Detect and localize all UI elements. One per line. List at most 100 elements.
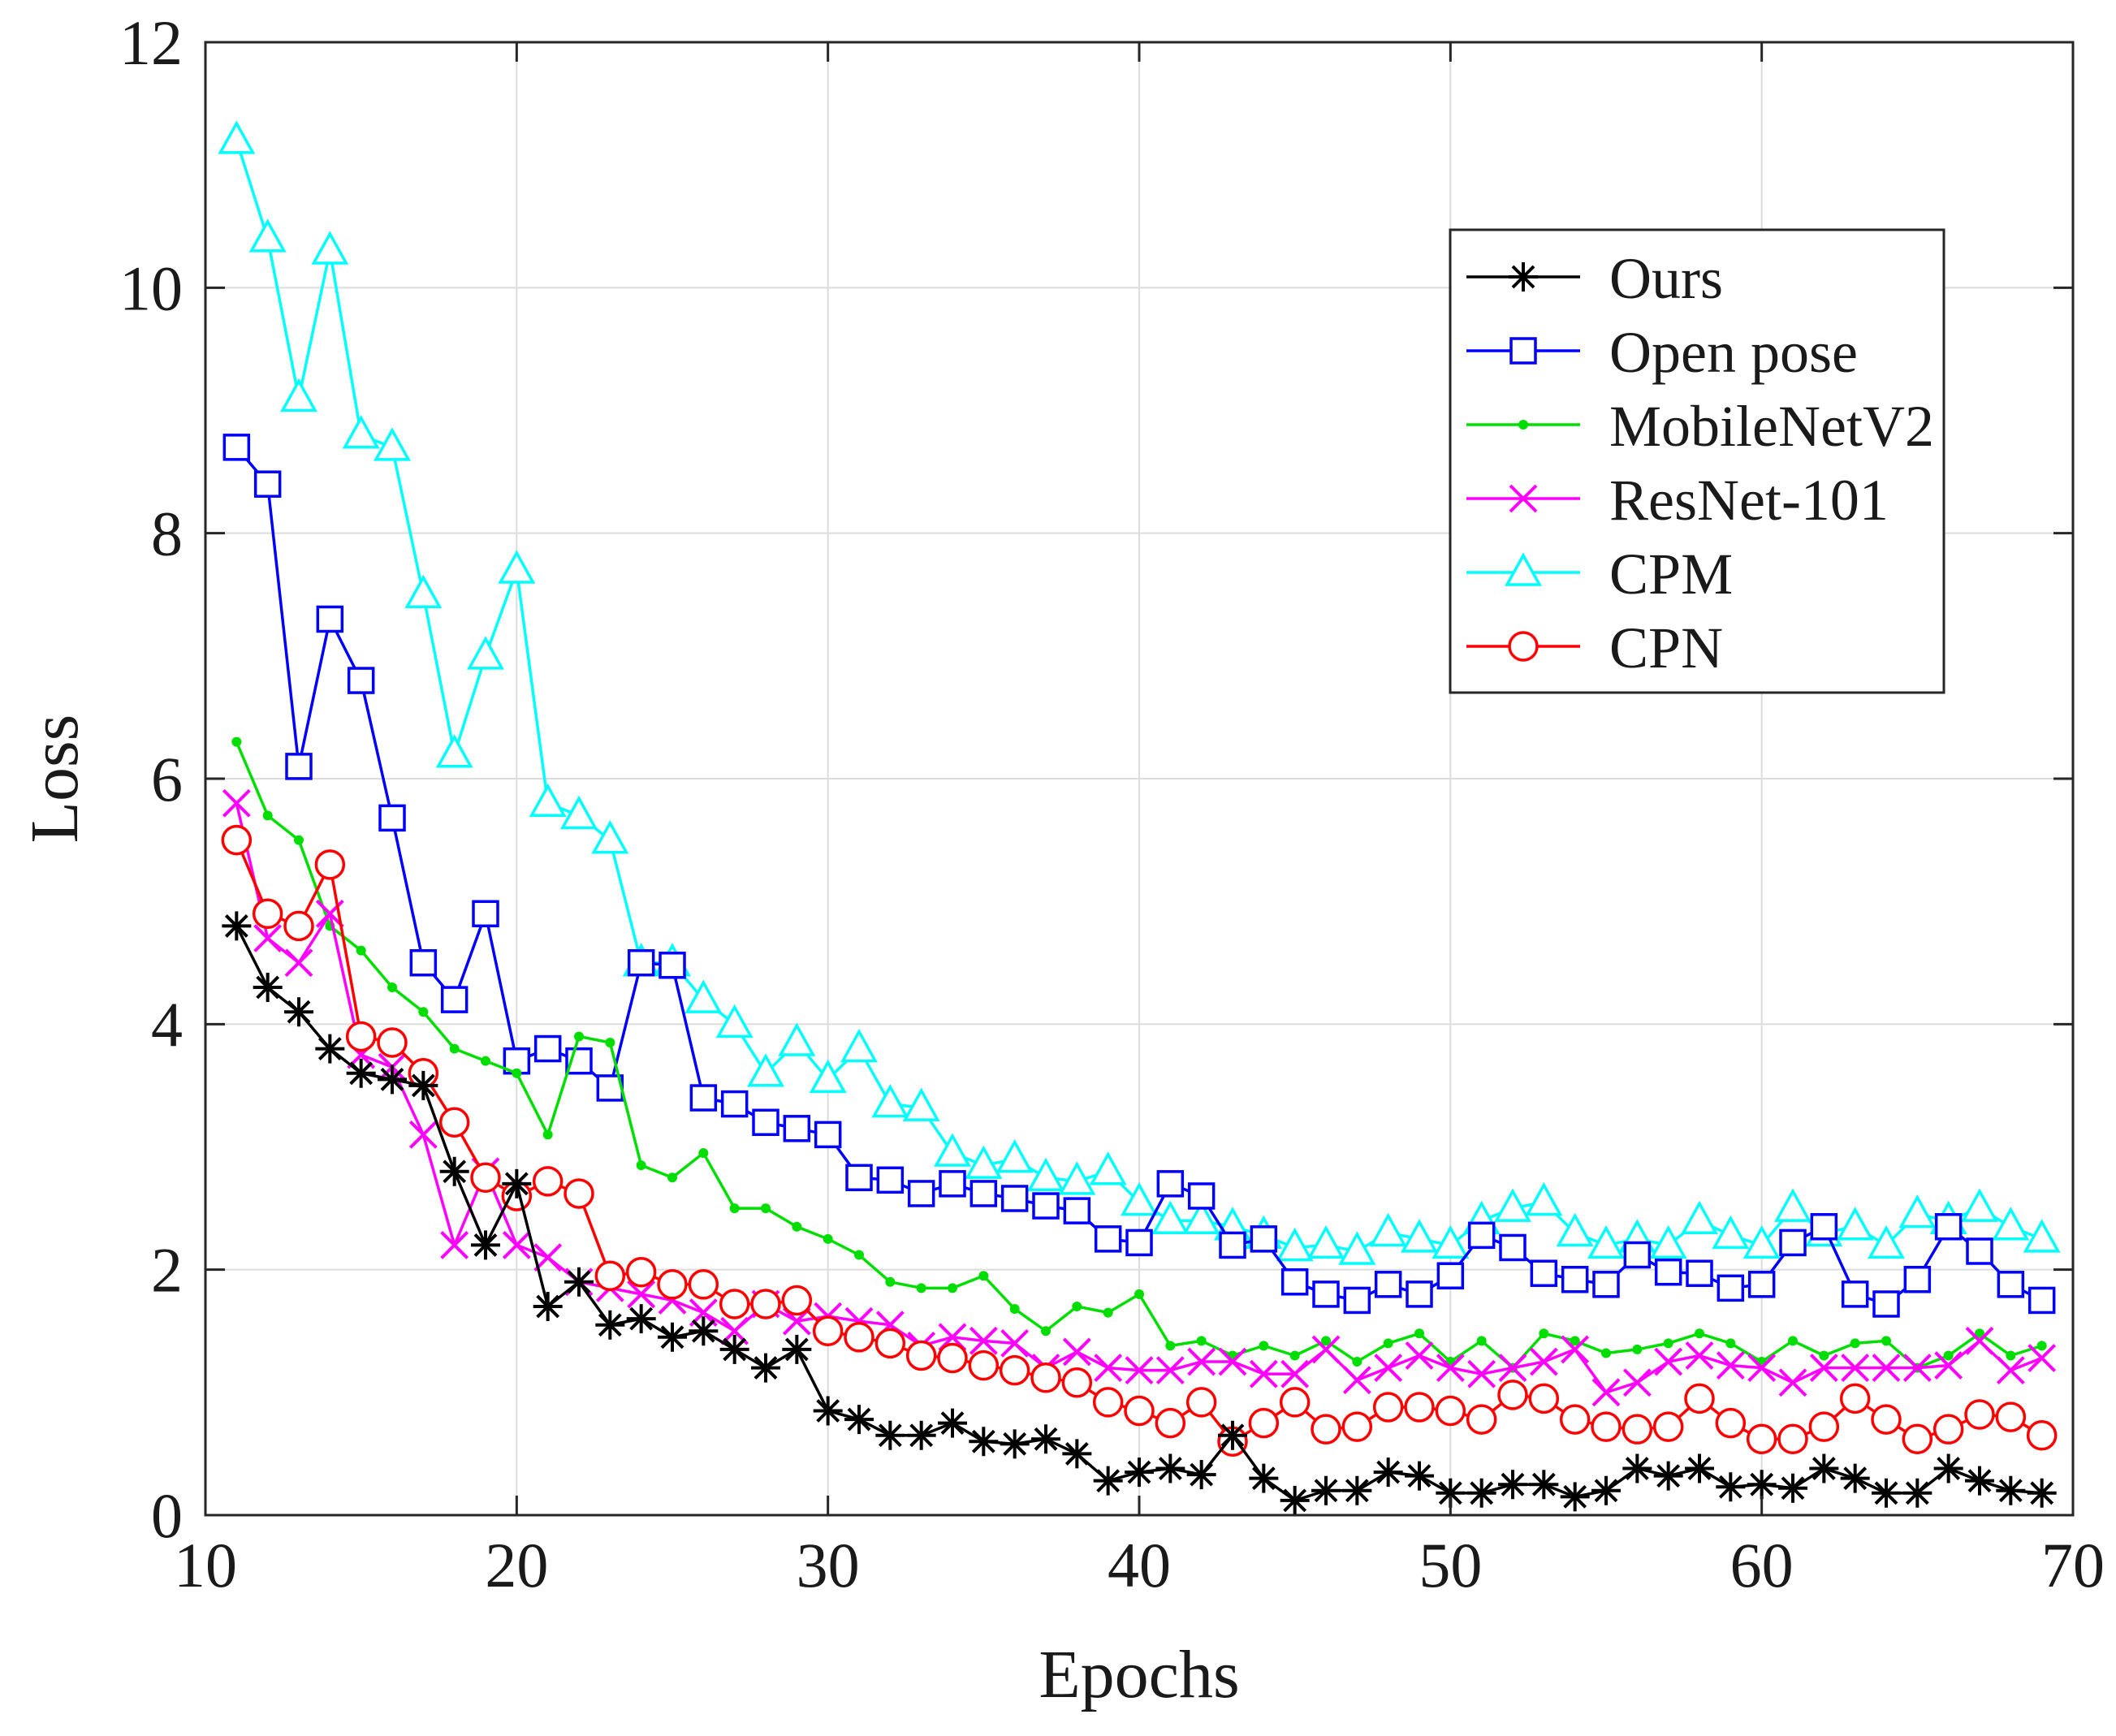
data-point-open-pose [253,470,282,498]
data-point-cpn [968,1350,1000,1381]
data-point-cpm [435,734,473,768]
data-point-resnet-101 [1996,1356,2025,1385]
data-point-cpm [1338,1231,1376,1265]
data-point-open-pose [222,434,251,461]
data-point-ours [1933,1453,1963,1483]
data-point-open-pose [1934,1213,1963,1241]
series-group [218,120,2061,1515]
data-point-open-pose [1032,1192,1060,1220]
data-point-resnet-101 [1685,1341,1714,1370]
data-point-ours [689,1316,719,1346]
data-point-mobilenetv2 [1788,1336,1798,1346]
data-point-resnet-101 [1841,1354,1870,1383]
data-point-ours [1498,1470,1527,1500]
data-point-open-pose [1841,1280,1869,1308]
data-point-cpm [1182,1200,1220,1234]
data-point-cpm [1868,1224,1905,1259]
data-point-open-pose [347,667,375,694]
data-point-ours [626,1304,656,1334]
data-point-mobilenetv2 [2036,1341,2047,1351]
data-point-open-pose [720,1090,749,1118]
data-point-mobilenetv2 [978,1271,989,1281]
data-point-open-pose [969,1180,998,1207]
data-point-cpm [965,1145,1003,1179]
data-point-resnet-101 [533,1243,563,1272]
data-point-mobilenetv2 [1352,1357,1362,1367]
legend-box [1449,228,1945,694]
data-point-mobilenetv2 [356,945,366,956]
data-point-open-pose [1219,1231,1246,1259]
legend-label-resnet-101: ResNet-101 [1609,468,1889,533]
legend-marker-cpm [1505,552,1542,586]
data-point-cpm [1961,1188,1998,1222]
data-point-resnet-101 [1062,1337,1091,1367]
data-point-open-pose [1467,1221,1496,1250]
data-point-resnet-101 [1498,1354,1527,1383]
data-point-cpm [840,1028,878,1063]
data-point-open-pose [1561,1266,1589,1293]
legend-marker-open-pose [1509,337,1537,365]
data-point-ours [378,1064,407,1095]
data-point-mobilenetv2 [1259,1341,1269,1351]
data-point-cpn [221,824,253,856]
data-point-cpn [999,1354,1030,1386]
data-point-cpn [1435,1395,1466,1427]
data-point-ours [1186,1460,1216,1490]
data-point-ours [346,1058,376,1088]
data-point-ours [253,972,283,1002]
legend-entry-resnet-101: ResNet-101 [1466,468,1889,533]
data-point-cpn [625,1256,657,1288]
data-point-cpm [1432,1224,1470,1259]
data-point-resnet-101 [1155,1356,1185,1385]
data-point-open-pose [752,1108,779,1137]
data-point-open-pose [1499,1233,1527,1262]
data-point-mobilenetv2 [1165,1341,1176,1351]
data-point-cpn [1092,1387,1124,1418]
data-point-cpn [1124,1395,1155,1427]
data-point-open-pose [1312,1280,1340,1308]
data-point-cpm [529,783,567,817]
data-point-mobilenetv2 [418,1007,429,1017]
data-point-ours [751,1353,780,1383]
data-point-ours [533,1292,563,1322]
data-point-open-pose [1530,1259,1558,1287]
data-point-resnet-101 [1436,1354,1465,1383]
data-point-ours [1031,1424,1060,1454]
legend-entry-cpm: CPM [1466,542,1733,607]
data-point-cpn [1591,1411,1622,1442]
data-point-mobilenetv2 [948,1283,957,1293]
data-point-ours [1560,1482,1590,1512]
legend-entry-open-pose: Open pose [1466,320,1858,385]
data-point-ours [1218,1420,1247,1450]
data-point-ours [906,1420,936,1450]
data-point-ours [1280,1485,1310,1515]
data-point-ours [1249,1463,1279,1493]
data-point-mobilenetv2 [481,1056,490,1066]
data-point-resnet-101 [1561,1335,1590,1364]
data-point-mobilenetv2 [1539,1328,1549,1339]
data-point-resnet-101 [1125,1356,1154,1385]
data-point-cpn [1185,1387,1217,1418]
data-point-mobilenetv2 [667,1172,677,1183]
data-point-mobilenetv2 [1414,1328,1424,1339]
data-point-cpm [1681,1200,1718,1234]
data-point-cpn [252,898,283,930]
data-point-mobilenetv2 [605,1038,615,1048]
legend-marker-mobilenetv2 [1518,420,1528,430]
data-point-mobilenetv2 [1632,1344,1643,1354]
data-point-mobilenetv2 [1383,1338,1393,1349]
legend-entry-cpn: CPN [1466,615,1723,680]
data-point-cpm [467,636,504,670]
legend-label-ours: Ours [1609,246,1723,311]
data-point-resnet-101 [1747,1354,1777,1383]
data-point-cpm [1712,1215,1750,1250]
data-point-cpm [1742,1224,1781,1259]
data-point-cpn [937,1342,968,1374]
data-point-ours [1093,1466,1123,1496]
data-point-cpm [342,415,380,449]
data-point-resnet-101 [1342,1366,1371,1395]
data-point-mobilenetv2 [1663,1338,1673,1349]
data-point-cpm [1089,1151,1127,1185]
data-point-resnet-101 [222,788,251,818]
data-point-cpn [594,1260,626,1291]
